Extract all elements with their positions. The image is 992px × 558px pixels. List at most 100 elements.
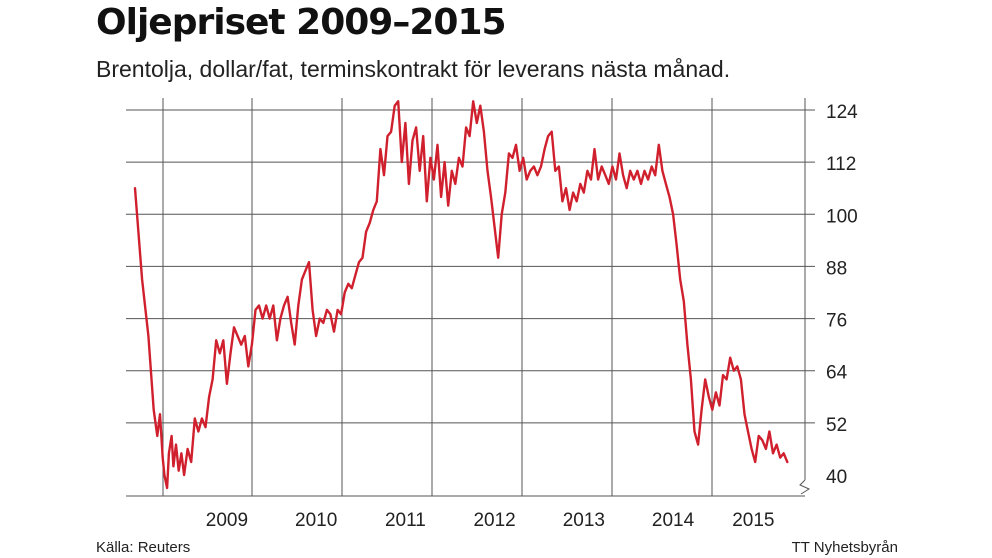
- data-point: [711, 409, 713, 411]
- data-point: [440, 196, 442, 198]
- data-point: [240, 344, 242, 346]
- data-point: [397, 100, 399, 102]
- data-point: [394, 105, 396, 107]
- data-point: [172, 465, 174, 467]
- data-point: [269, 318, 271, 320]
- data-point: [469, 135, 471, 137]
- data-point: [287, 296, 289, 298]
- data-point: [704, 378, 706, 380]
- x-tick-label: 2015: [732, 510, 774, 531]
- data-point: [168, 452, 170, 454]
- data-point: [504, 192, 506, 194]
- series-layer: [133, 100, 789, 490]
- data-point: [519, 170, 521, 172]
- data-point: [586, 170, 589, 172]
- data-point: [333, 331, 335, 333]
- y-tick-label: 64: [826, 363, 848, 384]
- data-point: [276, 339, 278, 341]
- data-point: [479, 105, 481, 107]
- data-point: [526, 178, 528, 181]
- data-point: [658, 144, 660, 146]
- data-point: [554, 170, 556, 172]
- data-point: [411, 139, 414, 141]
- data-point: [369, 222, 371, 224]
- data-point: [297, 304, 299, 307]
- data-point: [447, 205, 449, 207]
- data-point: [372, 209, 374, 211]
- data-point: [212, 378, 214, 380]
- data-point: [401, 161, 403, 163]
- data-point: [629, 170, 631, 172]
- data-point: [718, 404, 721, 407]
- data-point: [522, 157, 524, 159]
- tick-labels: 124 112 100 88 76 64 52 40 2009 2010 2011 2012 2013 2…: [206, 102, 858, 531]
- data-point: [533, 165, 535, 168]
- x-tick-label: 2012: [473, 510, 515, 531]
- data-point: [779, 457, 781, 459]
- y-tick-label: 40: [826, 467, 847, 488]
- data-point: [404, 122, 406, 124]
- grid: [126, 98, 815, 497]
- data-point: [204, 426, 207, 428]
- data-point: [187, 448, 189, 450]
- data-point: [258, 304, 260, 307]
- data-point: [376, 200, 378, 202]
- source-label: Källa: Reuters: [96, 539, 191, 556]
- data-point: [544, 148, 546, 150]
- data-point: [743, 413, 746, 415]
- data-point: [626, 187, 628, 189]
- data-point: [615, 178, 617, 181]
- data-point: [219, 352, 221, 354]
- data-point: [697, 444, 699, 446]
- series-line-brent: [133, 100, 789, 490]
- y-tick-label: 112: [826, 154, 856, 175]
- y-tick-label: 52: [826, 415, 847, 436]
- data-point: [729, 357, 731, 359]
- data-point: [686, 344, 689, 346]
- data-point: [141, 278, 143, 281]
- data-point: [751, 448, 753, 450]
- chart-title: Oljepriset 2009–2015: [96, 2, 507, 43]
- data-point: [408, 183, 410, 185]
- y-tick-label: 124: [826, 102, 858, 123]
- data-point: [190, 461, 192, 463]
- data-point: [494, 226, 496, 228]
- data-point: [436, 144, 439, 146]
- data-point: [668, 196, 671, 198]
- data-point: [208, 396, 210, 398]
- data-point: [661, 170, 664, 172]
- data-point: [175, 444, 177, 446]
- data-point: [361, 257, 364, 259]
- data-point: [156, 435, 158, 437]
- data-point: [569, 209, 571, 211]
- data-point: [215, 339, 217, 341]
- data-point: [765, 448, 767, 450]
- data-point: [329, 313, 331, 315]
- data-point: [322, 322, 324, 324]
- data-point: [294, 344, 296, 346]
- data-point: [337, 309, 339, 311]
- data-point: [483, 131, 485, 133]
- axis-break-mark: [799, 479, 811, 495]
- data-point: [304, 270, 306, 272]
- data-point: [426, 200, 428, 202]
- data-point: [497, 257, 499, 259]
- data-point: [301, 278, 303, 281]
- data-point: [693, 430, 696, 433]
- data-point: [340, 313, 342, 315]
- data-point: [458, 157, 460, 159]
- data-point: [676, 244, 678, 246]
- data-point: [683, 300, 685, 302]
- x-tick-label: 2013: [563, 510, 605, 531]
- data-point: [736, 365, 738, 367]
- data-point: [365, 231, 367, 233]
- data-point: [758, 435, 760, 437]
- data-point: [312, 309, 314, 311]
- data-point: [451, 170, 453, 172]
- data-point: [163, 474, 165, 476]
- data-point: [476, 122, 478, 124]
- data-point: [536, 174, 539, 176]
- chart-subtitle: Brentolja, dollar/fat, terminskontrakt f…: [96, 56, 731, 82]
- data-point: [290, 322, 292, 324]
- data-point: [715, 391, 717, 393]
